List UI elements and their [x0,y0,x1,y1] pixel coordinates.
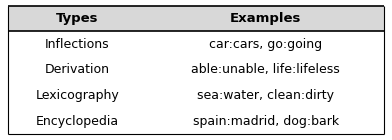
Text: able:unable, life:lifeless: able:unable, life:lifeless [191,64,340,76]
Text: Derivation: Derivation [45,64,110,76]
Text: Inflections: Inflections [45,38,110,51]
Text: Lexicography: Lexicography [36,89,119,102]
Text: car:cars, go:going: car:cars, go:going [209,38,322,51]
Text: Examples: Examples [230,12,301,25]
Bar [8,6,384,31]
Text: sea:water, clean:dirty: sea:water, clean:dirty [197,89,334,102]
Text: Types: Types [56,12,99,25]
Text: spain:madrid, dog:bark: spain:madrid, dog:bark [192,115,339,128]
Text: Encyclopedia: Encyclopedia [36,115,119,128]
